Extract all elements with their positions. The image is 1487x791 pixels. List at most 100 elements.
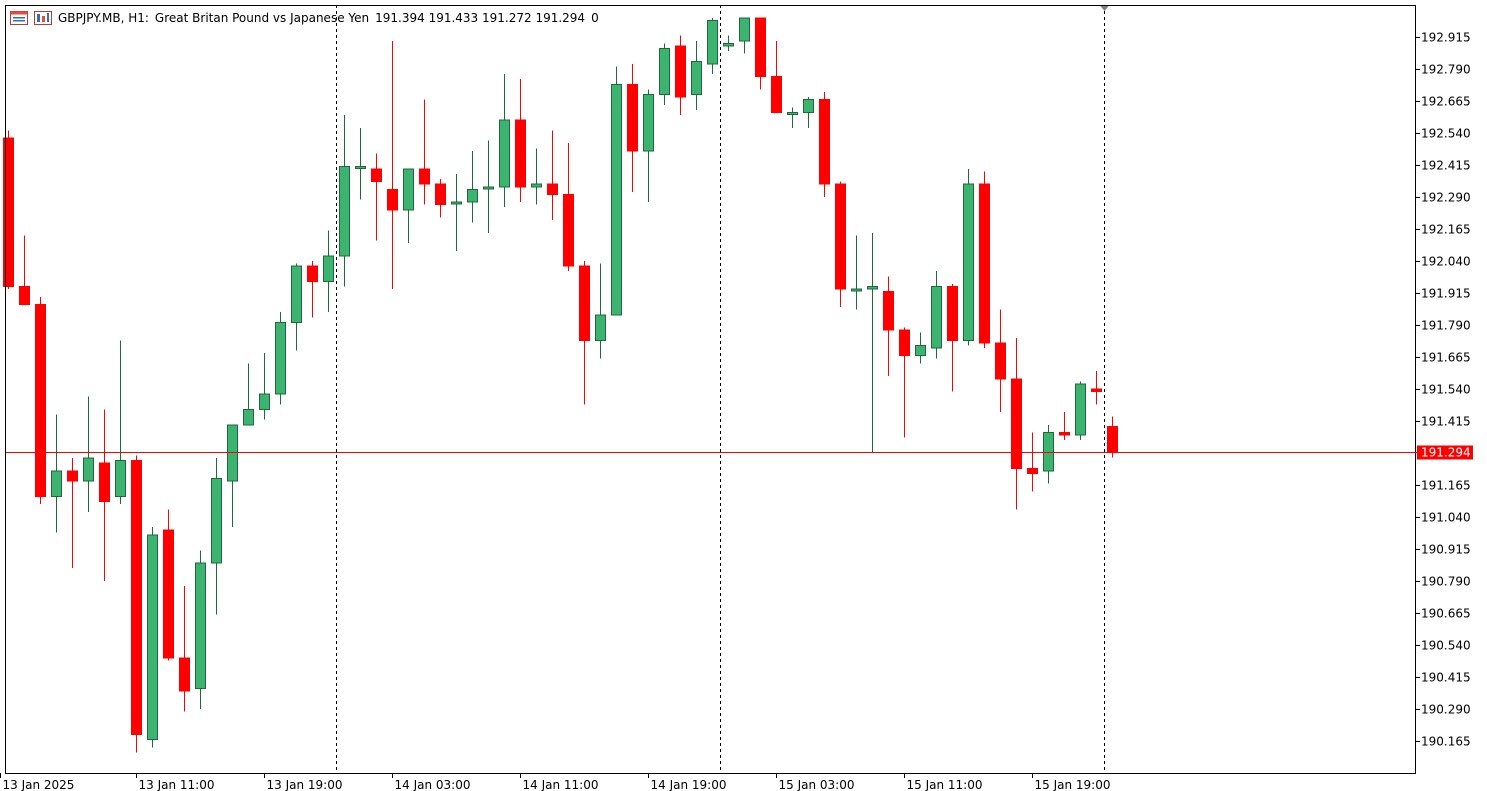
candle-body (835, 183, 846, 290)
candle (19, 235, 30, 306)
price-axis[interactable]: 192.915 192.790 192.665 192.540 192.415 192.2… (1415, 31, 1473, 749)
candle-body (867, 286, 878, 290)
candle-body (451, 201, 462, 205)
one-click-trading-icon[interactable] (34, 11, 52, 25)
ohlc-values: 191.394 191.433 191.272 191.294 (375, 11, 586, 25)
candle (803, 97, 814, 128)
candle-body (1027, 467, 1038, 474)
chart-header: GBPJPY.MB, H1: Great Britan Pound vs Jap… (10, 9, 605, 27)
candle-body (179, 657, 190, 692)
candle-body (147, 534, 158, 741)
candle (387, 40, 398, 290)
candle (179, 586, 190, 712)
candle-body (787, 112, 798, 116)
candle-body (851, 288, 862, 292)
candle (515, 79, 526, 203)
candle-body (675, 45, 686, 98)
candle-body (771, 76, 782, 114)
candle-body (355, 165, 366, 169)
candle-body (211, 478, 222, 564)
candle-body (1011, 378, 1022, 469)
candle-body (595, 314, 606, 341)
candle (275, 312, 286, 405)
candle (979, 171, 990, 349)
candle-body (931, 286, 942, 349)
candle-body (579, 265, 590, 341)
chart-window-icon[interactable] (10, 11, 28, 25)
candle (707, 17, 718, 75)
candle-body (435, 183, 446, 206)
day-separators (336, 5, 1110, 773)
candle-body (1091, 388, 1102, 393)
candle-body (99, 462, 110, 503)
time-tick-label: 13 Jan 19:00 (267, 778, 343, 791)
candle-body (163, 529, 174, 659)
candle (595, 263, 606, 359)
candle-body (803, 99, 814, 114)
candle-body (499, 119, 510, 188)
candle (1059, 412, 1070, 441)
candle (531, 148, 542, 205)
symbol-description: Great Britan Pound vs Japanese Yen (154, 11, 370, 25)
candle-body (611, 83, 622, 316)
candle (787, 107, 798, 128)
candle (211, 458, 222, 615)
candle (1075, 381, 1086, 441)
candle (819, 92, 830, 197)
spread-value: 0 (591, 11, 599, 25)
candle (611, 66, 622, 316)
candle (643, 89, 654, 203)
candle (771, 40, 782, 114)
candle (867, 232, 878, 453)
candle (307, 261, 318, 318)
time-axis[interactable]: 13 Jan 2025 13 Jan 11:00 13 Jan 19:00 14 Ja… (0, 773, 1111, 791)
candle (83, 396, 94, 512)
candle (147, 527, 158, 748)
candle (3, 130, 14, 290)
candle (499, 74, 510, 208)
candle (851, 235, 862, 310)
candle (963, 168, 974, 346)
candle-body (819, 99, 830, 185)
candle (67, 458, 78, 569)
shift-marker-icon[interactable] (1099, 5, 1110, 11)
chart-border (5, 5, 1416, 774)
candle (227, 424, 238, 528)
price-tick-label: 192.540 (1421, 127, 1471, 141)
candle-body (755, 17, 766, 78)
candle (195, 550, 206, 709)
candle (835, 181, 846, 308)
candle-body (387, 188, 398, 211)
price-tick-label: 190.790 (1421, 575, 1471, 589)
candle (35, 296, 46, 505)
candle-body (3, 137, 14, 288)
candle-body (899, 329, 910, 357)
time-tick-label: 14 Jan 03:00 (395, 778, 471, 791)
candle (1011, 337, 1022, 510)
candle-body (515, 119, 526, 188)
price-tick-label: 191.165 (1421, 479, 1471, 493)
price-tick-label: 190.665 (1421, 607, 1471, 621)
candle (483, 140, 494, 233)
price-tick-label: 192.790 (1421, 63, 1471, 77)
candle (659, 43, 670, 105)
candle-body (259, 393, 270, 410)
candle (419, 99, 430, 205)
candle (339, 115, 350, 287)
candle-body (131, 460, 142, 736)
candle (691, 40, 702, 110)
price-tick-label: 190.290 (1421, 703, 1471, 717)
price-tick-label: 190.165 (1421, 735, 1471, 749)
candle (627, 63, 638, 192)
candle (243, 363, 254, 426)
candle-body (659, 48, 670, 96)
candle (915, 332, 926, 364)
candle-body (1075, 383, 1086, 436)
candle (259, 353, 270, 420)
candle (355, 127, 366, 200)
candle (723, 35, 734, 52)
candle-body (947, 286, 958, 341)
candle (547, 130, 558, 221)
candle-body (35, 304, 46, 498)
